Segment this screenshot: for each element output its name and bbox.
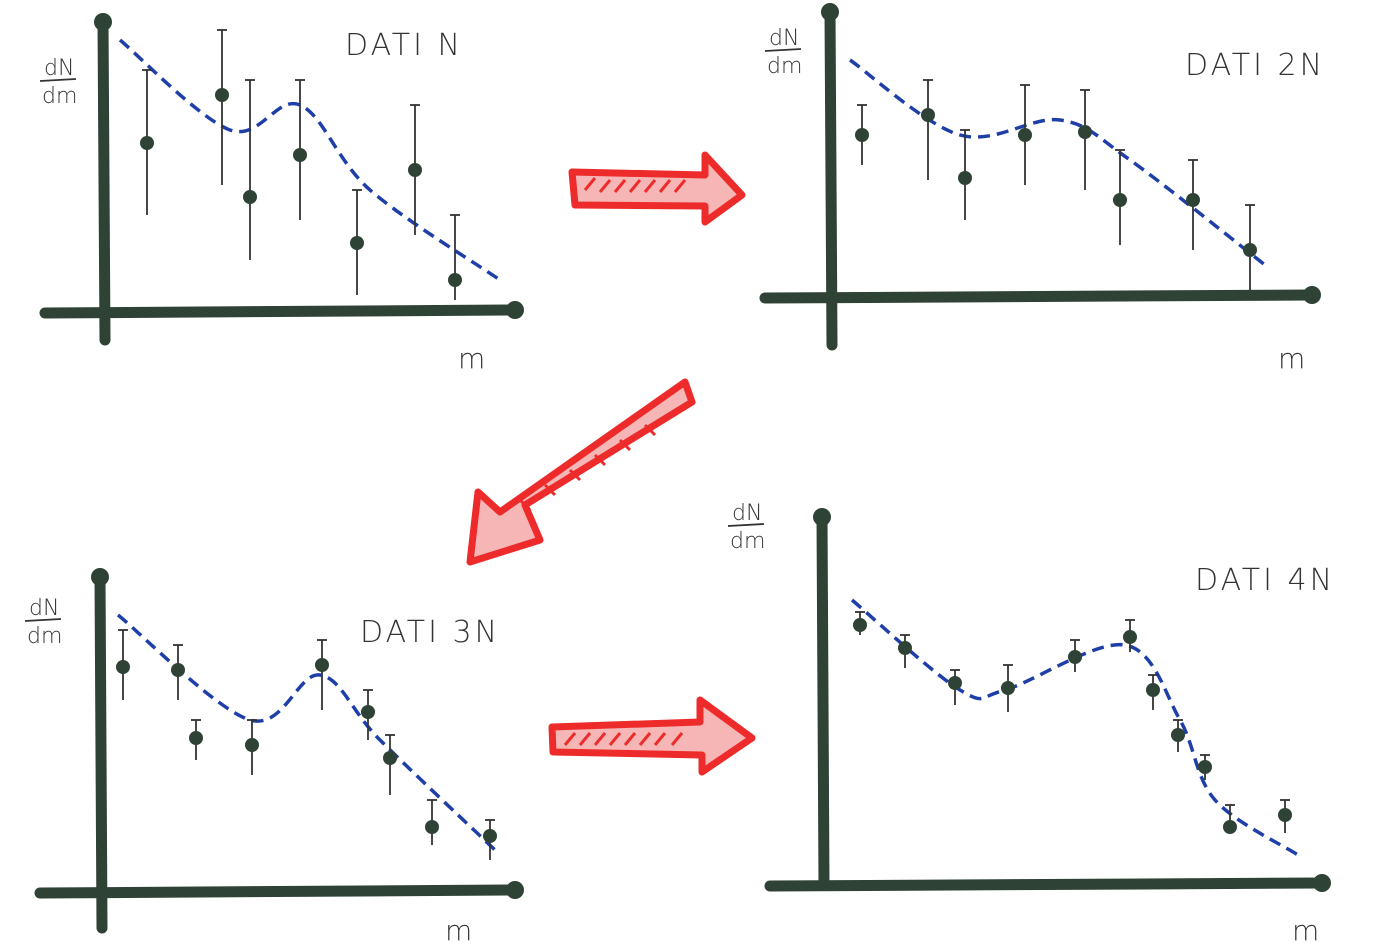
x-label: m <box>458 342 485 375</box>
point <box>921 108 935 122</box>
y-label-bar <box>39 78 77 82</box>
y-axis-end <box>94 13 112 31</box>
point <box>293 148 307 162</box>
point <box>1223 820 1237 834</box>
point <box>140 136 154 150</box>
point <box>425 820 439 834</box>
panel-title: DATI N <box>345 28 463 63</box>
point <box>116 660 130 674</box>
point <box>1198 760 1212 774</box>
point <box>1078 125 1092 139</box>
panel: DATI N dN dm m <box>39 13 524 375</box>
x-axis <box>34 884 521 899</box>
y-axis-end <box>91 568 109 586</box>
point <box>171 663 185 677</box>
point <box>1171 728 1185 742</box>
y-label-bottom: dm <box>767 54 802 79</box>
point <box>189 731 203 745</box>
point <box>448 273 462 287</box>
x-label: m <box>445 914 472 947</box>
y-label-bottom: dm <box>730 529 765 554</box>
y-label-top: dN <box>769 26 799 51</box>
x-label: m <box>1278 342 1305 375</box>
x-axis <box>39 304 521 319</box>
y-label-top: dN <box>29 596 59 621</box>
panel: DATI 2N dN dm m <box>759 3 1325 375</box>
point <box>245 738 259 752</box>
curve <box>849 58 1267 267</box>
y-label-top: dN <box>44 56 74 81</box>
y-label-top: dN <box>732 501 762 526</box>
point <box>1068 650 1082 664</box>
arrow-down-left <box>466 378 696 566</box>
curve <box>118 38 501 282</box>
point <box>383 751 397 765</box>
panel: DATI 3N dN dm m <box>24 568 524 947</box>
y-label-bar <box>24 618 62 622</box>
point <box>243 190 257 204</box>
point <box>855 128 869 142</box>
y-axis <box>97 16 111 346</box>
point <box>1113 193 1127 207</box>
x-axis <box>764 877 1328 892</box>
point <box>1001 681 1015 695</box>
point <box>948 676 962 690</box>
point <box>350 236 364 250</box>
y-axis <box>94 571 108 934</box>
panel-title: DATI 4N <box>1195 563 1335 598</box>
point <box>315 658 329 672</box>
panel-title: DATI 2N <box>1185 48 1325 83</box>
point <box>1186 193 1200 207</box>
panel-title: DATI 3N <box>360 615 500 650</box>
y-axis-end <box>821 3 839 21</box>
y-axis <box>816 511 830 891</box>
y-label-bar <box>727 523 765 527</box>
y-label-bottom: dm <box>42 84 77 109</box>
point <box>958 171 972 185</box>
point <box>1278 808 1292 822</box>
point <box>1123 630 1137 644</box>
point <box>898 641 912 655</box>
point <box>361 705 375 719</box>
point <box>1243 243 1257 257</box>
arrow-right-top <box>568 151 746 226</box>
x-axis-end <box>506 881 524 899</box>
x-axis-end <box>1313 874 1331 892</box>
x-axis-end <box>506 301 524 319</box>
panel: DATI 4N dN dm m <box>727 501 1335 947</box>
y-label-bottom: dm <box>27 624 62 649</box>
point <box>483 829 497 843</box>
x-axis-end <box>1303 286 1321 304</box>
x-label: m <box>1292 914 1319 947</box>
curve <box>116 613 497 852</box>
curve <box>850 598 1299 857</box>
point <box>1018 128 1032 142</box>
point <box>853 618 867 632</box>
point <box>408 163 422 177</box>
y-label-bar <box>764 48 802 52</box>
point <box>215 88 229 102</box>
y-axis-end <box>813 508 831 526</box>
y-axis <box>824 6 838 351</box>
x-axis <box>759 289 1318 304</box>
arrow-right-bottom <box>548 696 756 776</box>
point <box>1146 683 1160 697</box>
